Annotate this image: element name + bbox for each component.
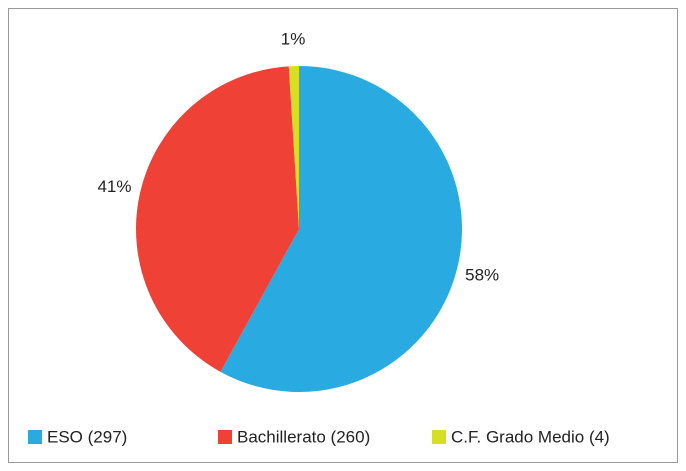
data-label: 1%: [281, 29, 306, 48]
data-label: 58%: [465, 266, 499, 285]
legend-swatch: [218, 430, 232, 444]
legend-swatch: [432, 430, 446, 444]
pie-slice: [136, 66, 299, 372]
data-label: 41%: [97, 177, 131, 196]
legend-label: C.F. Grado Medio (4): [451, 427, 610, 446]
legend-label: ESO (297): [47, 427, 127, 446]
legend-label: Bachillerato (260): [237, 427, 370, 446]
legend-swatch: [28, 430, 42, 444]
pie-slice: [288, 66, 299, 229]
pie-slice: [220, 66, 463, 392]
